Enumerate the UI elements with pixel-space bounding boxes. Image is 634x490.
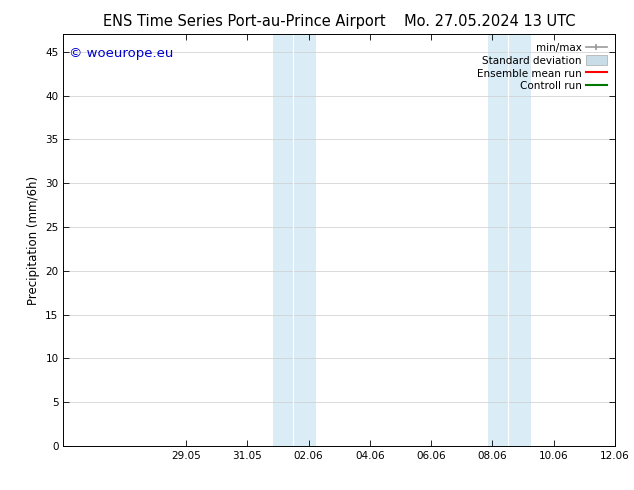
Legend: min/max, Standard deviation, Ensemble mean run, Controll run: min/max, Standard deviation, Ensemble me… xyxy=(474,40,610,95)
Text: © woeurope.eu: © woeurope.eu xyxy=(69,47,173,60)
Bar xyxy=(293,34,316,446)
Bar xyxy=(273,34,293,446)
Y-axis label: Precipitation (mm/6h): Precipitation (mm/6h) xyxy=(27,175,40,305)
Bar xyxy=(488,34,508,446)
Title: ENS Time Series Port-au-Prince Airport    Mo. 27.05.2024 13 UTC: ENS Time Series Port-au-Prince Airport M… xyxy=(103,14,576,29)
Bar xyxy=(508,34,531,446)
